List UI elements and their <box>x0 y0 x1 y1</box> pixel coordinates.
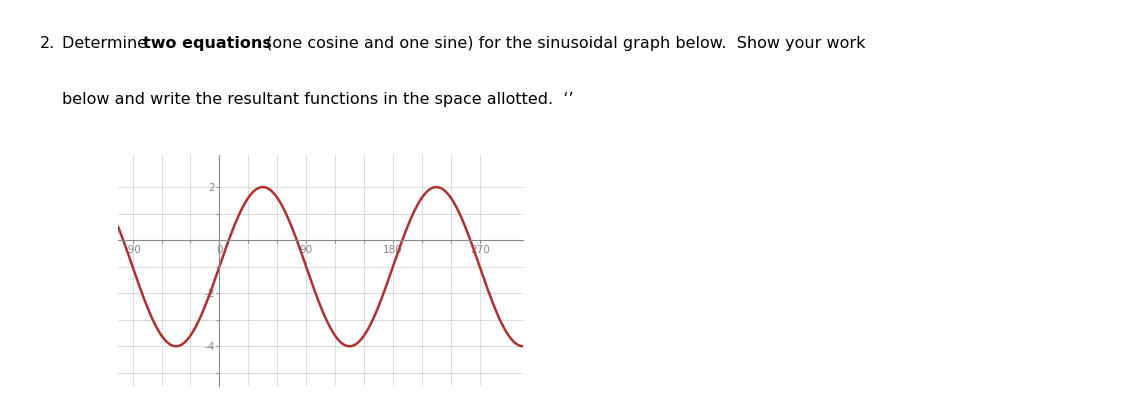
Text: Determine: Determine <box>62 36 152 51</box>
Text: two equations: two equations <box>143 36 272 51</box>
Text: below and write the resultant functions in the space allotted.  ‘’: below and write the resultant functions … <box>62 92 574 107</box>
Text: 2.: 2. <box>39 36 55 51</box>
Text: (one cosine and one sine) for the sinusoidal graph below.  Show your work: (one cosine and one sine) for the sinuso… <box>261 36 865 51</box>
